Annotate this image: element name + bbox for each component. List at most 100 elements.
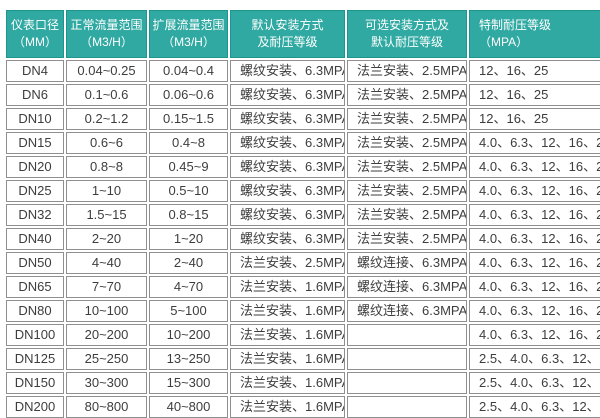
table-cell: 法兰安装、2.5MPA xyxy=(347,204,467,226)
table-cell: 0.5~10 xyxy=(149,180,228,202)
table-row: DN10 0.2~1.2 0.15~1.5 螺纹安装、6.3MPA 法兰安装、2.5MP… xyxy=(6,108,600,130)
table-cell: 法兰安装、1.6MPA xyxy=(230,276,345,298)
table-cell: 螺纹连接、6.3MPA xyxy=(347,300,467,322)
table-cell: 40~800 xyxy=(149,396,228,418)
table-cell: 0.8~15 xyxy=(149,204,228,226)
column-header-line2: （M3/H） xyxy=(162,35,215,49)
table-cell: DN200 xyxy=(6,396,64,418)
table-cell: 0.04~0.4 xyxy=(149,60,228,82)
column-header-0: 仪表口径 （MM） xyxy=(6,10,64,58)
column-header-line2: （MM） xyxy=(13,35,57,49)
table-cell: 2.5、4.0、6.3、12、16 xyxy=(469,396,600,418)
table-cell: 法兰安装、2.5MPA xyxy=(347,60,467,82)
table-cell: 法兰安装、1.6MPA xyxy=(230,300,345,322)
table-cell: 0.15~1.5 xyxy=(149,108,228,130)
table-cell: DN150 xyxy=(6,372,64,394)
column-header-5: 特制耐压等级 （MPA） xyxy=(469,10,600,58)
table-cell: 5~100 xyxy=(149,300,228,322)
table-cell: 2.5、4.0、6.3、12、16 xyxy=(469,372,600,394)
table-cell: 13~250 xyxy=(149,348,228,370)
table-cell: 10~200 xyxy=(149,324,228,346)
table-row: DN65 7~70 4~70 法兰安装、1.6MPA 螺纹连接、6.3MPA 4.0、6.… xyxy=(6,276,600,298)
column-header-line1: 扩展流量范围 xyxy=(152,18,225,32)
table-cell: 螺纹安装、6.3MPA xyxy=(230,180,345,202)
table-cell: 4.0、6.3、12、16、25 xyxy=(469,324,600,346)
table-cell: 1.5~15 xyxy=(66,204,147,226)
column-header-line2: 默认耐压等级 xyxy=(370,35,443,49)
table-cell: 螺纹连接、6.3MPA xyxy=(347,252,467,274)
table-cell: 4.0、6.3、12、16、25 xyxy=(469,300,600,322)
table-cell: DN10 xyxy=(6,108,64,130)
table-row: DN150 30~300 15~300 法兰安装、1.6MPA 2.5、4.0、6.3、… xyxy=(6,372,600,394)
table-cell: DN80 xyxy=(6,300,64,322)
column-header-2: 扩展流量范围 （M3/H） xyxy=(149,10,228,58)
table-cell: 法兰安装、2.5MPA xyxy=(347,132,467,154)
table-cell: 法兰安装、1.6MPA xyxy=(230,396,345,418)
header-row: 仪表口径 （MM） 正常流量范围 （M3/H） 扩展流量范围 （M3/H） 默认安装方式 及耐… xyxy=(6,10,600,58)
table-cell: 法兰安装、2.5MPA xyxy=(347,108,467,130)
table-cell: DN32 xyxy=(6,204,64,226)
table-cell: DN65 xyxy=(6,276,64,298)
table-cell: 螺纹安装、6.3MPA xyxy=(230,84,345,106)
table-cell: 4.0、6.3、12、16、25 xyxy=(469,132,600,154)
table-cell: 4.0、6.3、12、16、25 xyxy=(469,228,600,250)
table-cell: 0.04~0.25 xyxy=(66,60,147,82)
table-cell: 0.06~0.6 xyxy=(149,84,228,106)
table-cell: 30~300 xyxy=(66,372,147,394)
table-row: DN4 0.04~0.25 0.04~0.4 螺纹安装、6.3MPA 法兰安装、2.5M… xyxy=(6,60,600,82)
table-cell: 1~10 xyxy=(66,180,147,202)
table-cell: 20~200 xyxy=(66,324,147,346)
table-cell: 0.8~8 xyxy=(66,156,147,178)
table-cell: DN6 xyxy=(6,84,64,106)
table-cell: 法兰安装、2.5MPA xyxy=(347,84,467,106)
table-cell: 法兰安装、2.5MPA xyxy=(347,180,467,202)
table-cell: DN4 xyxy=(6,60,64,82)
table-cell: 1~20 xyxy=(149,228,228,250)
table-cell: DN40 xyxy=(6,228,64,250)
column-header-line1: 正常流量范围 xyxy=(70,18,143,32)
table-cell: 80~800 xyxy=(66,396,147,418)
table-cell: 螺纹安装、6.3MPA xyxy=(230,228,345,250)
column-header-line2: （MPA） xyxy=(479,35,529,49)
table-cell: 2~20 xyxy=(66,228,147,250)
column-header-line1: 默认安装方式 xyxy=(251,18,324,32)
table-row: DN15 0.6~6 0.4~8 螺纹安装、6.3MPA 法兰安装、2.5MPA 4.0、… xyxy=(6,132,600,154)
table-cell: 7~70 xyxy=(66,276,147,298)
table-cell: DN25 xyxy=(6,180,64,202)
table-cell: 4~40 xyxy=(66,252,147,274)
table-row: DN200 80~800 40~800 法兰安装、1.6MPA 2.5、4.0、6.3、… xyxy=(6,396,600,418)
table-cell: 螺纹安装、6.3MPA xyxy=(230,156,345,178)
table-cell xyxy=(347,348,467,370)
table-row: DN6 0.1~0.6 0.06~0.6 螺纹安装、6.3MPA 法兰安装、2.5MPA… xyxy=(6,84,600,106)
table-cell: 法兰安装、2.5MPA xyxy=(347,228,467,250)
column-header-line1: 特制耐压等级 xyxy=(479,18,552,32)
table-header: 仪表口径 （MM） 正常流量范围 （M3/H） 扩展流量范围 （M3/H） 默认安装方式 及耐… xyxy=(6,10,600,58)
table-cell: 4.0、6.3、12、16、25 xyxy=(469,252,600,274)
table-cell: 4~70 xyxy=(149,276,228,298)
table-row: DN32 1.5~15 0.8~15 螺纹安装、6.3MPA 法兰安装、2.5MPA 4.… xyxy=(6,204,600,226)
table-cell: DN50 xyxy=(6,252,64,274)
table-cell: DN20 xyxy=(6,156,64,178)
table-row: DN20 0.8~8 0.45~9 螺纹安装、6.3MPA 法兰安装、2.5MPA 4.0… xyxy=(6,156,600,178)
table-cell: 12、16、25 xyxy=(469,60,600,82)
table-row: DN125 25~250 13~250 法兰安装、1.6MPA 2.5、4.0、6.3、… xyxy=(6,348,600,370)
table-row: DN40 2~20 1~20 螺纹安装、6.3MPA 法兰安装、2.5MPA 4.0、6.… xyxy=(6,228,600,250)
table-cell: 螺纹安装、6.3MPA xyxy=(230,204,345,226)
table-cell: 法兰安装、1.6MPA xyxy=(230,324,345,346)
table-cell: 法兰安装、1.6MPA xyxy=(230,372,345,394)
table-cell: 4.0、6.3、12、16、25 xyxy=(469,204,600,226)
table-cell: 4.0、6.3、12、16、25 xyxy=(469,276,600,298)
table-cell xyxy=(347,372,467,394)
table-row: DN25 1~10 0.5~10 螺纹安装、6.3MPA 法兰安装、2.5MPA 4.0、… xyxy=(6,180,600,202)
table-cell: 0.6~6 xyxy=(66,132,147,154)
column-header-line2: 及耐压等级 xyxy=(257,35,318,49)
table-cell: 12、16、25 xyxy=(469,108,600,130)
table-cell: 0.45~9 xyxy=(149,156,228,178)
table-cell: DN15 xyxy=(6,132,64,154)
table-cell: 10~100 xyxy=(66,300,147,322)
table-cell: 法兰安装、1.6MPA xyxy=(230,348,345,370)
table-cell: 螺纹安装、6.3MPA xyxy=(230,132,345,154)
table-cell xyxy=(347,396,467,418)
table-cell: 螺纹安装、6.3MPA xyxy=(230,108,345,130)
column-header-1: 正常流量范围 （M3/H） xyxy=(66,10,147,58)
